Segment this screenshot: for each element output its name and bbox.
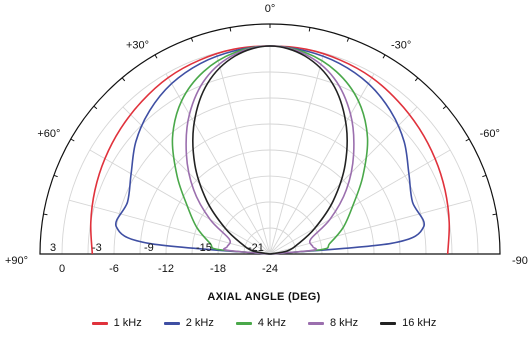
legend-item: 2 kHz xyxy=(163,317,214,329)
grid-spoke xyxy=(269,106,418,255)
frame-tick xyxy=(53,174,58,178)
ring-tick-label: -6 xyxy=(109,263,119,275)
legend-item: 16 kHz xyxy=(380,317,436,329)
frame-tick xyxy=(442,105,447,110)
frame-tick xyxy=(482,174,487,178)
legend-swatch xyxy=(308,321,324,325)
grid-spoke xyxy=(269,73,375,255)
ring-tick-label: -18 xyxy=(210,263,226,275)
legend-label: 16 kHz xyxy=(402,317,437,329)
inner-ring-label: -15 xyxy=(196,242,212,254)
frame-tick xyxy=(70,138,75,142)
angle-tick-label: -30° xyxy=(391,39,411,51)
angle-tick-label: 0° xyxy=(265,3,276,15)
frame-tick xyxy=(43,213,48,216)
grid-spoke xyxy=(165,73,271,255)
series-line-16-khz xyxy=(192,45,348,255)
grid-spoke xyxy=(122,106,271,255)
outer-frame xyxy=(39,23,501,255)
grid-spoke xyxy=(269,199,472,255)
polar-grid xyxy=(39,23,501,255)
legend-label: 8 kHz xyxy=(330,317,359,329)
legend-label: 2 kHz xyxy=(185,317,214,329)
frame-tick xyxy=(93,105,98,110)
legend-item: 8 kHz xyxy=(308,317,358,329)
frame-tick xyxy=(308,27,311,32)
frame-tick xyxy=(190,37,194,42)
frame-tick xyxy=(382,54,386,59)
angle-tick-label: -90° xyxy=(512,255,528,267)
frame-tick xyxy=(154,54,158,59)
legend-label: 4 kHz xyxy=(257,317,286,329)
grid-spoke xyxy=(68,199,271,255)
frame-tick xyxy=(492,213,497,216)
inner-ring-label: 3 xyxy=(50,242,56,254)
polar-labels: 0° +30° -30° +60° -60° +90° -90° 0 -6 -12 -18 -24 3 -… xyxy=(5,3,528,275)
angle-tick-label: +60° xyxy=(37,128,60,140)
legend-swatch xyxy=(235,321,252,325)
inner-ring-label: -9 xyxy=(144,242,154,254)
polar-chart: 0° +30° -30° +60° -60° +90° -90° 0 -6 -12 -18 -24 3 -… xyxy=(5,3,528,275)
ring-tick-label: -24 xyxy=(262,263,278,275)
frame-tick xyxy=(465,138,470,142)
polar-curves xyxy=(89,45,451,255)
ring-tick-label: 0 xyxy=(59,263,65,275)
legend-swatch xyxy=(380,321,397,325)
grid-spoke xyxy=(269,52,325,255)
frame-tick xyxy=(414,77,419,82)
frame-tick xyxy=(346,37,350,42)
grid-spoke xyxy=(89,149,271,255)
inner-ring-label: -21 xyxy=(248,242,264,254)
angle-tick-label: +90° xyxy=(5,255,28,267)
legend-item: 4 kHz xyxy=(235,317,286,329)
grid-spoke xyxy=(269,149,451,255)
ring-tick-label: -12 xyxy=(158,263,174,275)
legend-swatch xyxy=(163,321,180,325)
legend-swatch xyxy=(91,321,108,325)
legend-label: 1 kHz xyxy=(113,317,142,329)
inner-ring-label: -3 xyxy=(92,242,102,254)
frame-tick xyxy=(121,77,126,82)
x-axis-label: AXIAL ANGLE (DEG) xyxy=(207,291,321,303)
legend: 1 kHz 2 kHz 4 kHz 8 kHz 16 kHz xyxy=(0,317,528,329)
legend-item: 1 kHz xyxy=(91,317,142,329)
angle-tick-label: +30° xyxy=(126,39,149,51)
angle-tick-label: -60° xyxy=(480,128,500,140)
grid-spoke xyxy=(215,52,271,255)
frame-tick xyxy=(229,27,232,32)
